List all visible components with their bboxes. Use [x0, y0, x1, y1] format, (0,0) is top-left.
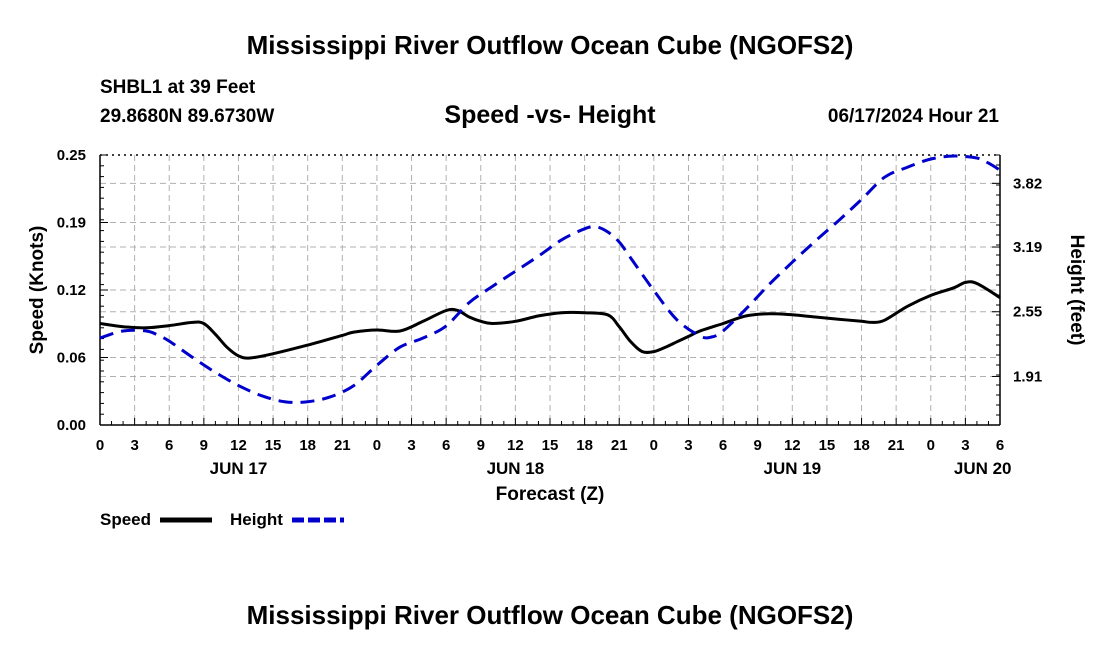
y-tick-label: 0.00: [57, 417, 86, 434]
y2-tick-label: 1.91: [1013, 368, 1042, 385]
y2-tick-label: 3.82: [1013, 175, 1042, 192]
x-tick-label: 6: [719, 437, 727, 454]
x-tick-label: 18: [853, 437, 870, 454]
x-tick-label: 15: [819, 437, 836, 454]
day-label: JUN 19: [763, 459, 821, 478]
x-tick-label: 18: [576, 437, 593, 454]
x-tick-label: 6: [165, 437, 173, 454]
x-tick-label: 9: [754, 437, 762, 454]
day-label: JUN 17: [210, 459, 268, 478]
x-tick-label: 6: [996, 437, 1004, 454]
x-tick-label: 18: [299, 437, 316, 454]
station-label: SHBL1 at 39 Feet: [100, 77, 256, 98]
x-tick-label: 0: [650, 437, 658, 454]
x-tick-label: 3: [130, 437, 138, 454]
y-tick-label: 0.12: [57, 282, 86, 299]
x-tick-label: 15: [265, 437, 282, 454]
y-axis-title: Speed (Knots): [27, 226, 48, 355]
x-tick-label: 0: [373, 437, 381, 454]
y-tick-label: 0.06: [57, 350, 86, 367]
chart-main-title: Mississippi River Outflow Ocean Cube (NG…: [246, 30, 854, 60]
day-label: JUN 18: [487, 459, 545, 478]
y2-tick-label: 2.55: [1013, 304, 1042, 321]
day-label: JUN 20: [954, 459, 1012, 478]
x-tick-label: 9: [477, 437, 485, 454]
y2-tick-label: 3.19: [1013, 239, 1042, 256]
chart-subtitle: Speed -vs- Height: [444, 101, 656, 129]
x-tick-label: 12: [507, 437, 524, 454]
x-tick-label: 21: [611, 437, 628, 454]
legend-height-label: Height: [230, 510, 283, 529]
x-tick-label: 3: [961, 437, 969, 454]
y-tick-label: 0.25: [57, 147, 86, 164]
x-tick-label: 0: [927, 437, 935, 454]
x-tick-label: 21: [334, 437, 351, 454]
x-tick-label: 12: [230, 437, 247, 454]
x-tick-label: 3: [407, 437, 415, 454]
legend-speed-label: Speed: [100, 510, 151, 529]
x-tick-label: 15: [542, 437, 559, 454]
forecast-datetime: 06/17/2024 Hour 21: [827, 106, 999, 127]
height-series-line: [99, 154, 1001, 404]
x-axis-title: Forecast (Z): [496, 484, 605, 505]
x-tick-label: 9: [200, 437, 208, 454]
x-tick-label: 6: [442, 437, 450, 454]
x-tick-label: 3: [684, 437, 692, 454]
x-tick-label: 0: [96, 437, 104, 454]
speed-series-line: [99, 280, 1001, 360]
x-tick-label: 12: [784, 437, 801, 454]
station-coordinates: 29.8680N 89.6730W: [100, 106, 275, 127]
chart-main-title-repeat: Mississippi River Outflow Ocean Cube (NG…: [246, 600, 854, 630]
x-tick-label: 21: [888, 437, 905, 454]
y-tick-label: 0.19: [57, 215, 86, 232]
y2-axis-title: Height (feet): [1066, 235, 1087, 346]
